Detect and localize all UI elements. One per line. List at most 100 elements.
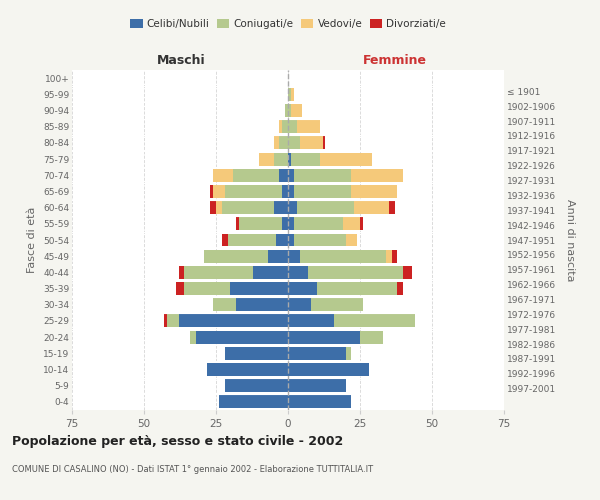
- Bar: [288, 298, 311, 311]
- Bar: [280, 120, 282, 133]
- Bar: [282, 218, 288, 230]
- Bar: [285, 104, 288, 117]
- Bar: [288, 379, 346, 392]
- Bar: [311, 298, 363, 311]
- Bar: [288, 347, 346, 360]
- Bar: [317, 282, 397, 295]
- Bar: [288, 363, 368, 376]
- Bar: [288, 234, 294, 246]
- Bar: [360, 218, 363, 230]
- Bar: [213, 169, 233, 181]
- Bar: [360, 330, 383, 344]
- Text: Femmine: Femmine: [362, 54, 427, 67]
- Bar: [296, 201, 354, 214]
- Bar: [224, 185, 282, 198]
- Bar: [308, 266, 403, 279]
- Bar: [208, 363, 288, 376]
- Bar: [184, 282, 230, 295]
- Bar: [288, 152, 291, 166]
- Bar: [291, 104, 302, 117]
- Bar: [259, 152, 274, 166]
- Bar: [253, 266, 288, 279]
- Bar: [167, 314, 179, 328]
- Bar: [239, 218, 282, 230]
- Bar: [288, 282, 317, 295]
- Bar: [294, 169, 352, 181]
- Bar: [294, 218, 343, 230]
- Bar: [386, 250, 392, 262]
- Bar: [346, 347, 352, 360]
- Bar: [196, 330, 288, 344]
- Bar: [389, 201, 395, 214]
- Bar: [213, 185, 224, 198]
- Bar: [205, 250, 268, 262]
- Bar: [294, 234, 346, 246]
- Legend: Celibi/Nubili, Coniugati/e, Vedovi/e, Divorziati/e: Celibi/Nubili, Coniugati/e, Vedovi/e, Di…: [126, 15, 450, 34]
- Bar: [277, 234, 288, 246]
- Bar: [392, 250, 397, 262]
- Bar: [222, 234, 227, 246]
- Bar: [236, 298, 288, 311]
- Bar: [236, 218, 239, 230]
- Text: COMUNE DI CASALINO (NO) - Dati ISTAT 1° gennaio 2002 - Elaborazione TUTTITALIA.I: COMUNE DI CASALINO (NO) - Dati ISTAT 1° …: [12, 465, 373, 474]
- Bar: [190, 330, 196, 344]
- Bar: [176, 282, 184, 295]
- Bar: [288, 218, 294, 230]
- Bar: [288, 396, 352, 408]
- Bar: [334, 314, 415, 328]
- Bar: [346, 234, 357, 246]
- Bar: [288, 330, 360, 344]
- Bar: [354, 201, 389, 214]
- Text: Popolazione per età, sesso e stato civile - 2002: Popolazione per età, sesso e stato civil…: [12, 435, 343, 448]
- Bar: [299, 136, 323, 149]
- Bar: [224, 347, 288, 360]
- Bar: [280, 169, 288, 181]
- Bar: [323, 136, 325, 149]
- Y-axis label: Fasce di età: Fasce di età: [28, 207, 37, 273]
- Bar: [280, 136, 288, 149]
- Bar: [179, 266, 184, 279]
- Bar: [288, 169, 294, 181]
- Bar: [233, 169, 280, 181]
- Bar: [268, 250, 288, 262]
- Bar: [210, 201, 216, 214]
- Bar: [343, 218, 360, 230]
- Bar: [320, 152, 371, 166]
- Bar: [352, 169, 403, 181]
- Bar: [299, 250, 386, 262]
- Bar: [184, 266, 253, 279]
- Y-axis label: Anni di nascita: Anni di nascita: [565, 198, 575, 281]
- Bar: [227, 234, 277, 246]
- Bar: [219, 396, 288, 408]
- Bar: [397, 282, 403, 295]
- Bar: [230, 282, 288, 295]
- Bar: [288, 136, 299, 149]
- Bar: [164, 314, 167, 328]
- Bar: [274, 136, 280, 149]
- Bar: [291, 88, 294, 101]
- Bar: [274, 201, 288, 214]
- Bar: [288, 314, 334, 328]
- Bar: [179, 314, 288, 328]
- Bar: [288, 185, 294, 198]
- Bar: [288, 120, 296, 133]
- Bar: [288, 266, 308, 279]
- Bar: [222, 201, 274, 214]
- Bar: [224, 379, 288, 392]
- Bar: [282, 120, 288, 133]
- Bar: [352, 185, 397, 198]
- Text: Maschi: Maschi: [157, 54, 206, 67]
- Bar: [213, 298, 236, 311]
- Bar: [288, 88, 291, 101]
- Bar: [403, 266, 412, 279]
- Bar: [291, 152, 320, 166]
- Bar: [288, 250, 299, 262]
- Bar: [296, 120, 320, 133]
- Bar: [210, 185, 213, 198]
- Bar: [274, 152, 288, 166]
- Bar: [282, 185, 288, 198]
- Bar: [216, 201, 222, 214]
- Bar: [288, 104, 291, 117]
- Bar: [288, 201, 296, 214]
- Bar: [294, 185, 352, 198]
